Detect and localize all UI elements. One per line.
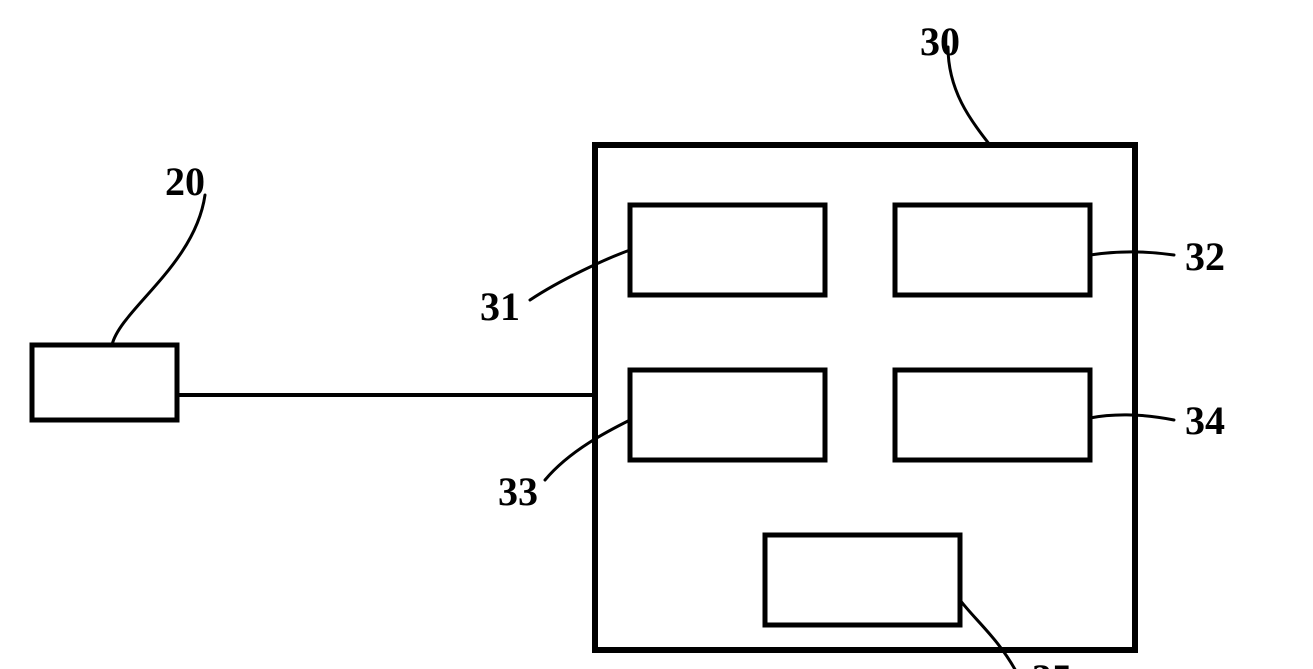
block-n33 [630,370,825,460]
block-n35 [765,535,960,625]
label-l20: 20 [165,159,205,204]
label-l35: 35 [1032,656,1072,669]
label-l30: 30 [920,19,960,64]
label-l33: 33 [498,469,538,514]
block-diagram: 20 30 31 32 33 34 35 [0,0,1313,669]
label-l31: 31 [480,284,520,329]
leader-l20 [112,195,205,345]
label-l32: 32 [1185,234,1225,279]
block-n20 [32,345,177,420]
block-n31 [630,205,825,295]
block-n34 [895,370,1090,460]
block-n32 [895,205,1090,295]
label-l34: 34 [1185,398,1225,443]
